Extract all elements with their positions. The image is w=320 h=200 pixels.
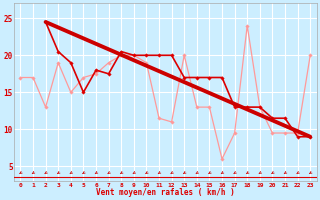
X-axis label: Vent moyen/en rafales ( km/h ): Vent moyen/en rafales ( km/h )	[96, 188, 235, 197]
